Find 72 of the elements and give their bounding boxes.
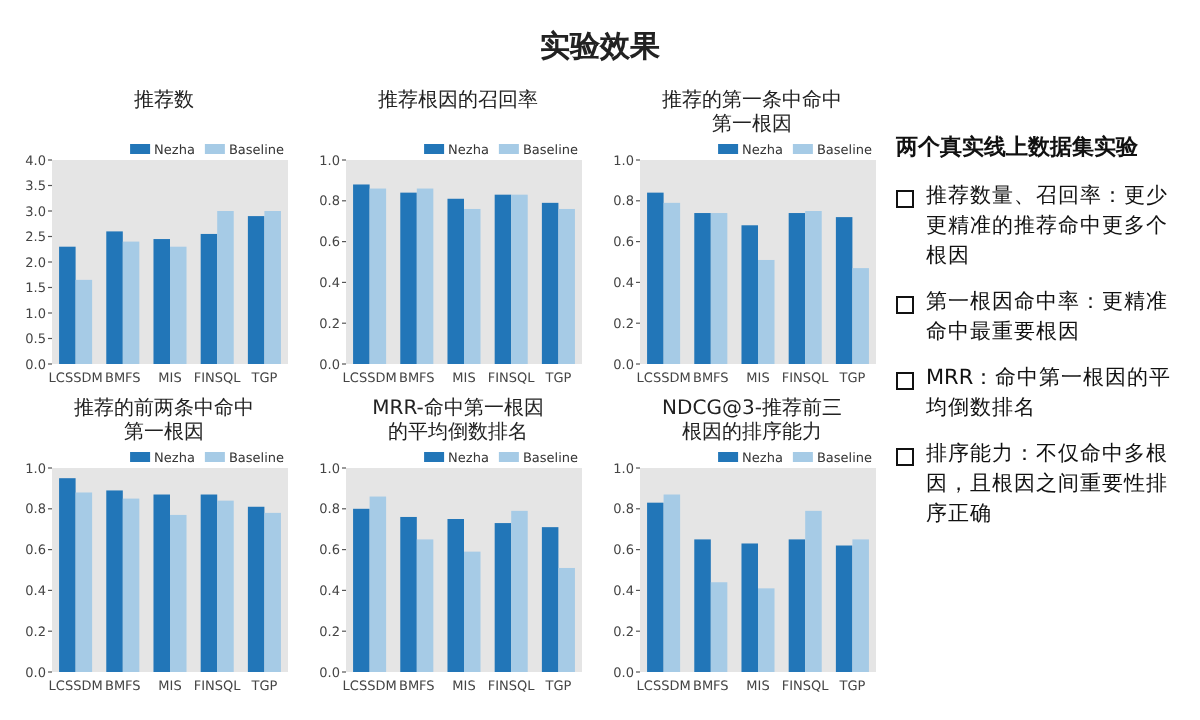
chart-title: NDCG@3-推荐前三根因的排序能力 [660, 398, 844, 446]
bar [353, 508, 370, 672]
bar [264, 211, 281, 364]
bar [464, 208, 481, 364]
bar [558, 208, 575, 364]
bar [558, 567, 575, 672]
bar [758, 588, 775, 672]
chart-title: 推荐的前两条中命中第一根因 [72, 398, 256, 446]
bar [494, 523, 512, 672]
bar [758, 259, 775, 364]
bar [369, 496, 387, 672]
bar [835, 545, 853, 672]
bar [541, 202, 559, 364]
bar [805, 211, 822, 364]
bar [106, 231, 123, 364]
bar [353, 184, 370, 364]
bar [247, 506, 265, 672]
text: MRR：命中第一根因的平均倒数排名 [926, 364, 1174, 424]
bar [122, 498, 140, 672]
bar [153, 494, 170, 672]
bar [835, 217, 853, 364]
text: 第一根因命中率：更精准命中最重要根因 [926, 288, 1170, 348]
bar [200, 233, 218, 364]
bar [464, 551, 481, 672]
chart-title: 推荐的第一条中命中第一根因 [660, 90, 844, 138]
bar [852, 539, 869, 672]
bar [416, 539, 434, 672]
bar [511, 510, 528, 672]
bar [663, 494, 681, 672]
bar [122, 241, 140, 364]
bar [59, 478, 76, 672]
bar [511, 194, 528, 364]
bar [788, 213, 806, 364]
text: 推荐数量、召回率：更少更精准的推荐命中更多个根因 [926, 182, 1170, 272]
text: 实验效果 [538, 28, 662, 66]
bar [741, 225, 758, 364]
bar [59, 246, 76, 364]
bar [741, 543, 758, 672]
bar [247, 216, 265, 364]
bar [694, 213, 711, 364]
bar [447, 198, 464, 364]
bar [647, 192, 664, 364]
bar [153, 239, 170, 364]
text: 两个真实线上数据集实验 [896, 132, 1140, 162]
bar [852, 268, 869, 364]
bar [647, 502, 664, 672]
bar [494, 194, 512, 364]
bar [75, 492, 93, 672]
bar [400, 516, 417, 672]
bar [400, 192, 417, 364]
bar [217, 500, 234, 672]
bar [264, 512, 281, 672]
bar [805, 510, 822, 672]
bar [710, 582, 728, 672]
bar [710, 213, 728, 364]
bar [694, 539, 711, 672]
bar [170, 514, 187, 672]
text: 排序能力：不仅命中多根因，且根因之间重要性排序正确 [926, 440, 1170, 530]
bar [416, 188, 434, 364]
bar [75, 279, 93, 364]
bar [447, 519, 464, 672]
bar [200, 494, 218, 672]
bar [541, 527, 559, 672]
bar [663, 202, 681, 364]
bar [170, 246, 187, 364]
chart-title: 推荐数 [132, 90, 196, 114]
chart-title: 推荐根因的召回率 [376, 90, 540, 114]
chart-title: MRR-命中第一根因的平均倒数排名 [370, 398, 546, 446]
bar [369, 188, 387, 364]
bar [788, 539, 806, 672]
bar [106, 490, 123, 672]
bar [217, 211, 234, 364]
